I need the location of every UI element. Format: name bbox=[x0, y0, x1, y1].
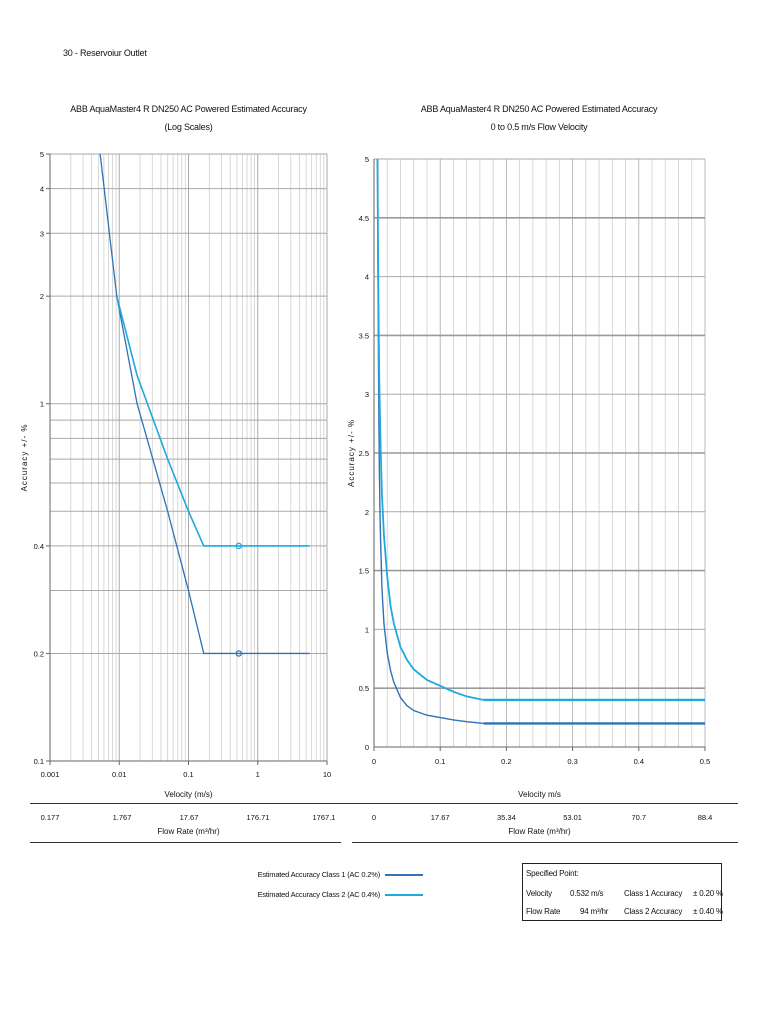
y-axis-label: Accuracy +/- % bbox=[20, 423, 29, 491]
chart-title: ABB AquaMaster4 R DN250 AC Powered Estim… bbox=[374, 100, 704, 136]
legend-item-class2: Estimated Accuracy Class 2 (AC 0.4%) bbox=[220, 886, 520, 906]
chart-title-text: ABB AquaMaster4 R DN250 AC Powered Estim… bbox=[420, 104, 658, 114]
y-tick-label: 5 bbox=[40, 150, 44, 159]
specified-point-marker bbox=[235, 650, 243, 657]
y-tick-label: 4 bbox=[365, 273, 369, 282]
y-tick-label: 5 bbox=[365, 155, 369, 164]
series-line-class2 bbox=[115, 295, 310, 547]
legend-item-class1: Estimated Accuracy Class 1 (AC 0.2%) bbox=[220, 866, 520, 886]
y-tick-label: 3 bbox=[365, 390, 369, 399]
y-tick-label: 0 bbox=[365, 743, 369, 752]
series-line-class2 bbox=[376, 158, 705, 701]
y-tick-label: 0.4 bbox=[34, 542, 44, 551]
y-tick-label: 1 bbox=[365, 625, 369, 634]
flow-rate-label: Flow Rate bbox=[526, 907, 561, 916]
x-tick-label: 10 bbox=[323, 770, 331, 779]
y-tick-label: 4.5 bbox=[359, 214, 369, 223]
flow-rate-rule-bottom-right bbox=[352, 842, 738, 843]
x-tick-label: 0.001 bbox=[41, 770, 60, 779]
x-axis-label: Velocity (m/s) bbox=[164, 790, 212, 799]
flow-rate-tick-label: 35.34 bbox=[497, 813, 516, 822]
y-tick-label: 0.5 bbox=[359, 684, 369, 693]
flow-rate-tick-label: 17.67 bbox=[431, 813, 450, 822]
flow-rate-tick-label: 1767.1 bbox=[313, 813, 336, 822]
flow-rate-tick-label: 0.177 bbox=[41, 813, 60, 822]
specified-point-box: Specified Point: Velocity 0.532 m/s Clas… bbox=[522, 863, 723, 921]
legend-swatch bbox=[385, 894, 423, 896]
y-tick-label: 0.2 bbox=[34, 649, 44, 658]
y-tick-label: 3.5 bbox=[359, 331, 369, 340]
specified-point-title: Specified Point: bbox=[526, 869, 579, 878]
flow-rate-tick-label: 88.4 bbox=[698, 813, 713, 822]
class2-accuracy-value: ± 0.40 % bbox=[693, 907, 723, 916]
chart-subtitle: (Log Scales) bbox=[164, 122, 213, 132]
chart-subtitle: 0 to 0.5 m/s Flow Velocity bbox=[490, 122, 588, 132]
y-tick-label: 3 bbox=[40, 229, 44, 238]
flow-rate-axis-label: Flow Rate (m³/hr) bbox=[508, 827, 571, 836]
velocity-label: Velocity bbox=[526, 889, 552, 898]
flow-rate-tick-label: 17.67 bbox=[180, 813, 199, 822]
chart-title-text: ABB AquaMaster4 R DN250 AC Powered Estim… bbox=[70, 104, 307, 114]
x-tick-label: 0.1 bbox=[183, 770, 193, 779]
legend-swatch bbox=[385, 874, 423, 876]
x-tick-label: 0 bbox=[372, 757, 376, 766]
y-tick-label: 1 bbox=[40, 400, 44, 409]
class1-accuracy-label: Class 1 Accuracy bbox=[624, 889, 683, 898]
flow-rate-tick-label: 1.767 bbox=[113, 813, 132, 822]
x-tick-label: 1 bbox=[256, 770, 260, 779]
y-tick-label: 2 bbox=[365, 508, 369, 517]
chart-title: ABB AquaMaster4 R DN250 AC Powered Estim… bbox=[50, 100, 327, 136]
flow-rate-tick-label: 0 bbox=[372, 813, 376, 822]
x-tick-label: 0.5 bbox=[700, 757, 710, 766]
flow-rate-tick-label: 53.01 bbox=[563, 813, 582, 822]
specified-point-marker bbox=[235, 542, 243, 550]
class2-accuracy-label: Class 2 Accuracy bbox=[624, 907, 683, 916]
x-tick-label: 0.3 bbox=[567, 757, 577, 766]
x-tick-label: 0.2 bbox=[501, 757, 511, 766]
y-tick-label: 2 bbox=[40, 292, 44, 301]
class1-accuracy-value: ± 0.20 % bbox=[693, 889, 723, 898]
y-tick-label: 2.5 bbox=[359, 449, 369, 458]
legend: Estimated Accuracy Class 1 (AC 0.2%) Est… bbox=[220, 866, 520, 906]
x-tick-label: 0.4 bbox=[634, 757, 644, 766]
page-title: 30 - Reservoiur Outlet bbox=[63, 48, 147, 58]
flow-rate-tick-label: 176.71 bbox=[247, 813, 270, 822]
x-axis-label: Velocity m/s bbox=[518, 790, 561, 799]
flow-rate-tick-label: 70.7 bbox=[631, 813, 646, 822]
flow-rate-axis-label: Flow Rate (m³/hr) bbox=[157, 827, 220, 836]
flow-rate-rule-top bbox=[30, 803, 738, 804]
flow-rate-value: 94 m³/hr bbox=[580, 907, 609, 916]
x-tick-label: 0.01 bbox=[112, 770, 127, 779]
velocity-value: 0.532 m/s bbox=[570, 889, 604, 898]
flow-rate-rule-bottom-left bbox=[30, 842, 341, 843]
y-tick-label: 0.1 bbox=[34, 757, 44, 766]
y-tick-label: 1.5 bbox=[359, 567, 369, 576]
legend-label: Estimated Accuracy Class 1 (AC 0.2%) bbox=[257, 870, 381, 879]
legend-label: Estimated Accuracy Class 2 (AC 0.4%) bbox=[257, 890, 381, 899]
series-line-class1 bbox=[376, 158, 705, 725]
y-tick-label: 4 bbox=[40, 185, 44, 194]
x-tick-label: 0.1 bbox=[435, 757, 445, 766]
y-axis-label: Accuracy +/- % bbox=[347, 419, 356, 487]
